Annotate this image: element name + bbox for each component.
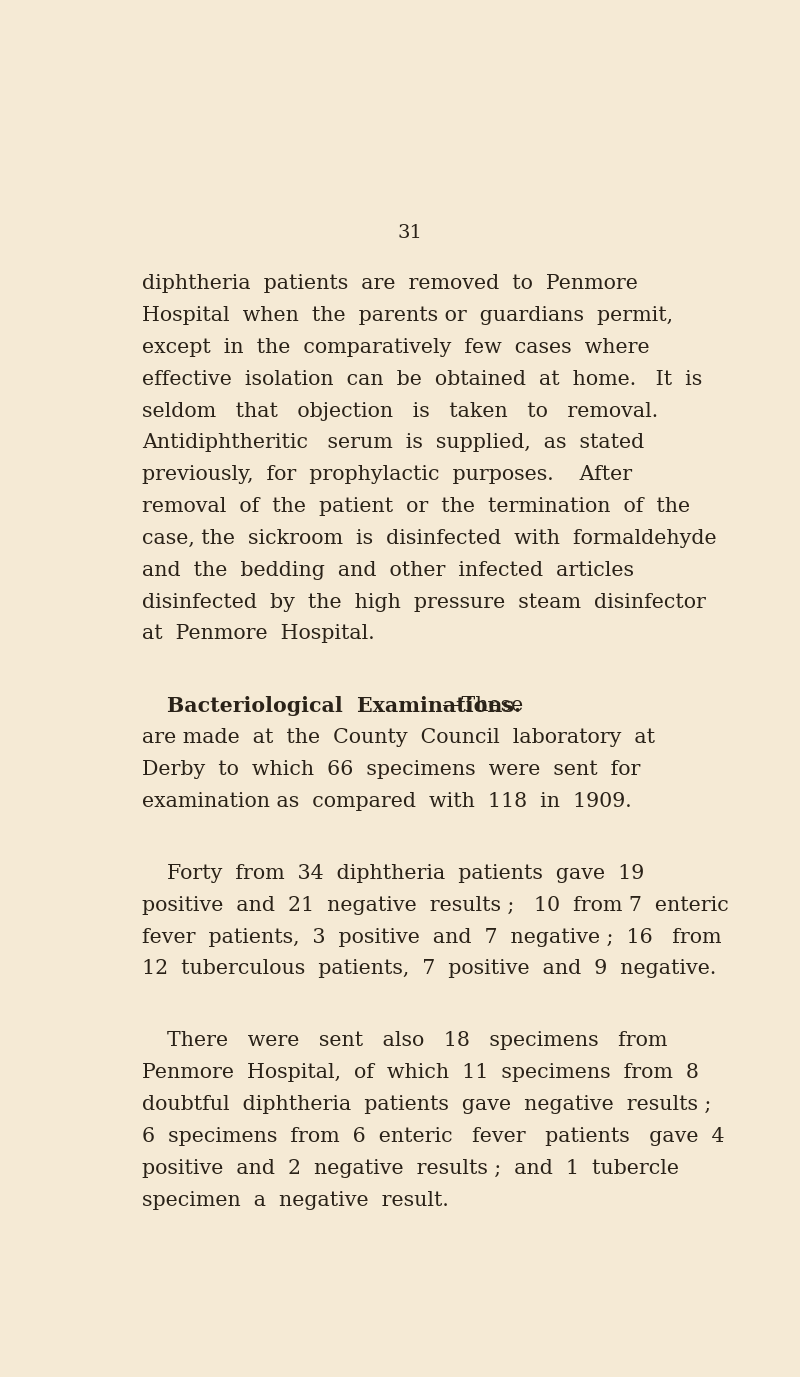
Text: are made  at  the  County  Council  laboratory  at: are made at the County Council laborator… <box>142 728 655 748</box>
Text: removal  of  the  patient  or  the  termination  of  the: removal of the patient or the terminatio… <box>142 497 690 516</box>
Text: specimen  a  negative  result.: specimen a negative result. <box>142 1191 449 1209</box>
Text: and  the  bedding  and  other  infected  articles: and the bedding and other infected artic… <box>142 560 634 580</box>
Text: positive  and  21  negative  results ;   10  from 7  enteric: positive and 21 negative results ; 10 fr… <box>142 896 729 914</box>
Text: 6  specimens  from  6  enteric   fever   patients   gave  4: 6 specimens from 6 enteric fever patient… <box>142 1126 725 1146</box>
Text: Antidiphtheritic   serum  is  supplied,  as  stated: Antidiphtheritic serum is supplied, as s… <box>142 434 645 453</box>
Text: at  Penmore  Hospital.: at Penmore Hospital. <box>142 624 374 643</box>
Text: Derby  to  which  66  specimens  were  sent  for: Derby to which 66 specimens were sent fo… <box>142 760 641 779</box>
Text: disinfected  by  the  high  pressure  steam  disinfector: disinfected by the high pressure steam d… <box>142 592 706 611</box>
Text: effective  isolation  can  be  obtained  at  home.   It  is: effective isolation can be obtained at h… <box>142 370 702 388</box>
Text: except  in  the  comparatively  few  cases  where: except in the comparatively few cases wh… <box>142 339 650 357</box>
Text: examination as  compared  with  118  in  1909.: examination as compared with 118 in 1909… <box>142 792 632 811</box>
Text: previously,  for  prophylactic  purposes.    After: previously, for prophylactic purposes. A… <box>142 465 632 485</box>
Text: doubtful  diphtheria  patients  gave  negative  results ;: doubtful diphtheria patients gave negati… <box>142 1095 711 1114</box>
Text: Forty  from  34  diphtheria  patients  gave  19: Forty from 34 diphtheria patients gave 1… <box>167 863 644 883</box>
Text: fever  patients,  3  positive  and  7  negative ;  16   from: fever patients, 3 positive and 7 negativ… <box>142 928 722 946</box>
Text: diphtheria  patients  are  removed  to  Penmore: diphtheria patients are removed to Penmo… <box>142 274 638 293</box>
Text: There   were   sent   also   18   specimens   from: There were sent also 18 specimens from <box>167 1031 667 1051</box>
Text: —These: —These <box>442 697 524 716</box>
Text: Bacteriological  Examinations.: Bacteriological Examinations. <box>167 697 521 716</box>
Text: Penmore  Hospital,  of  which  11  specimens  from  8: Penmore Hospital, of which 11 specimens … <box>142 1063 699 1082</box>
Text: seldom   that   objection   is   taken   to   removal.: seldom that objection is taken to remova… <box>142 402 658 421</box>
Text: positive  and  2  negative  results ;  and  1  tubercle: positive and 2 negative results ; and 1 … <box>142 1158 679 1177</box>
Text: case, the  sickroom  is  disinfected  with  formaldehyde: case, the sickroom is disinfected with f… <box>142 529 717 548</box>
Text: Hospital  when  the  parents or  guardians  permit,: Hospital when the parents or guardians p… <box>142 306 673 325</box>
Text: 12  tuberculous  patients,  7  positive  and  9  negative.: 12 tuberculous patients, 7 positive and … <box>142 960 717 979</box>
Text: 31: 31 <box>398 223 422 241</box>
